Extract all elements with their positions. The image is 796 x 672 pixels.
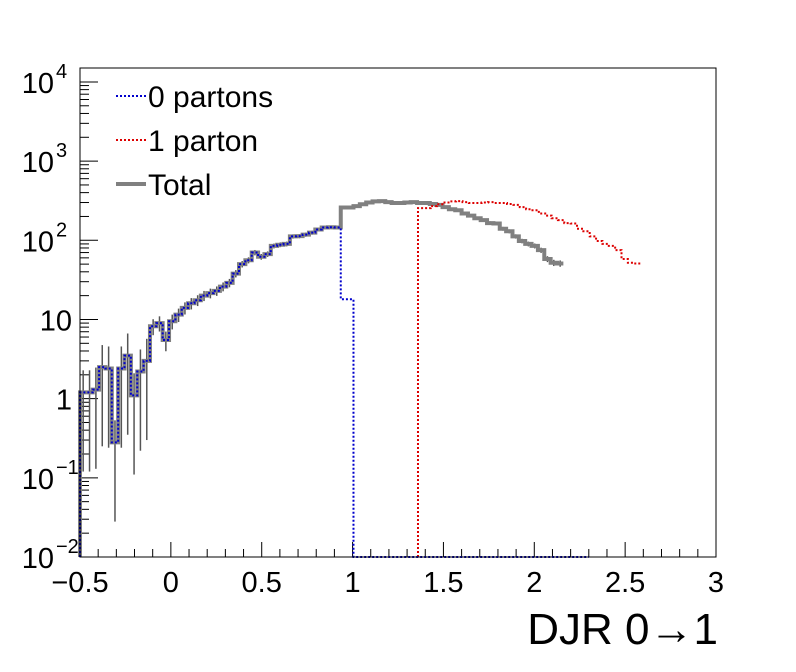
y-tick-label: 10	[22, 147, 54, 179]
y-tick-exponent: 4	[56, 61, 67, 83]
legend: 0 partons 1 parton Total	[116, 81, 273, 202]
plot-frame	[79, 67, 717, 558]
x-axis-title: DJR 0→1	[527, 605, 718, 654]
series-0-partons-line	[79, 226, 589, 558]
y-tick-exponent: 3	[56, 140, 67, 162]
legend-label: 1 parton	[148, 125, 258, 158]
y-tick-exponent: −1	[56, 457, 79, 479]
x-tick-label: 3	[708, 567, 724, 599]
x-tick-label: −0.5	[51, 567, 108, 599]
x-tick-label: 0	[163, 567, 179, 599]
y-tick-exponent: −2	[56, 536, 79, 558]
y-tick-label: 10	[22, 68, 54, 100]
y-tick-label: 1	[56, 385, 72, 417]
histogram-series	[78, 199, 641, 558]
legend-label: Total	[148, 169, 211, 202]
y-tick-label: 10	[22, 464, 54, 496]
y-tick-label: 10	[22, 543, 54, 575]
x-tick-label: 1.5	[423, 567, 463, 599]
y-tick-label: 10	[40, 305, 72, 337]
axis-ticks	[79, 81, 717, 558]
x-tick-label: 2.5	[605, 567, 645, 599]
x-tick-label: 1	[345, 567, 361, 599]
x-tick-label: 2	[526, 567, 542, 599]
y-tick-label: 10	[22, 226, 54, 258]
y-tick-exponent: 2	[56, 219, 67, 241]
series-1-parton-line	[416, 200, 641, 557]
x-tick-label: 0.5	[242, 567, 282, 599]
legend-label: 0 partons	[148, 81, 273, 114]
